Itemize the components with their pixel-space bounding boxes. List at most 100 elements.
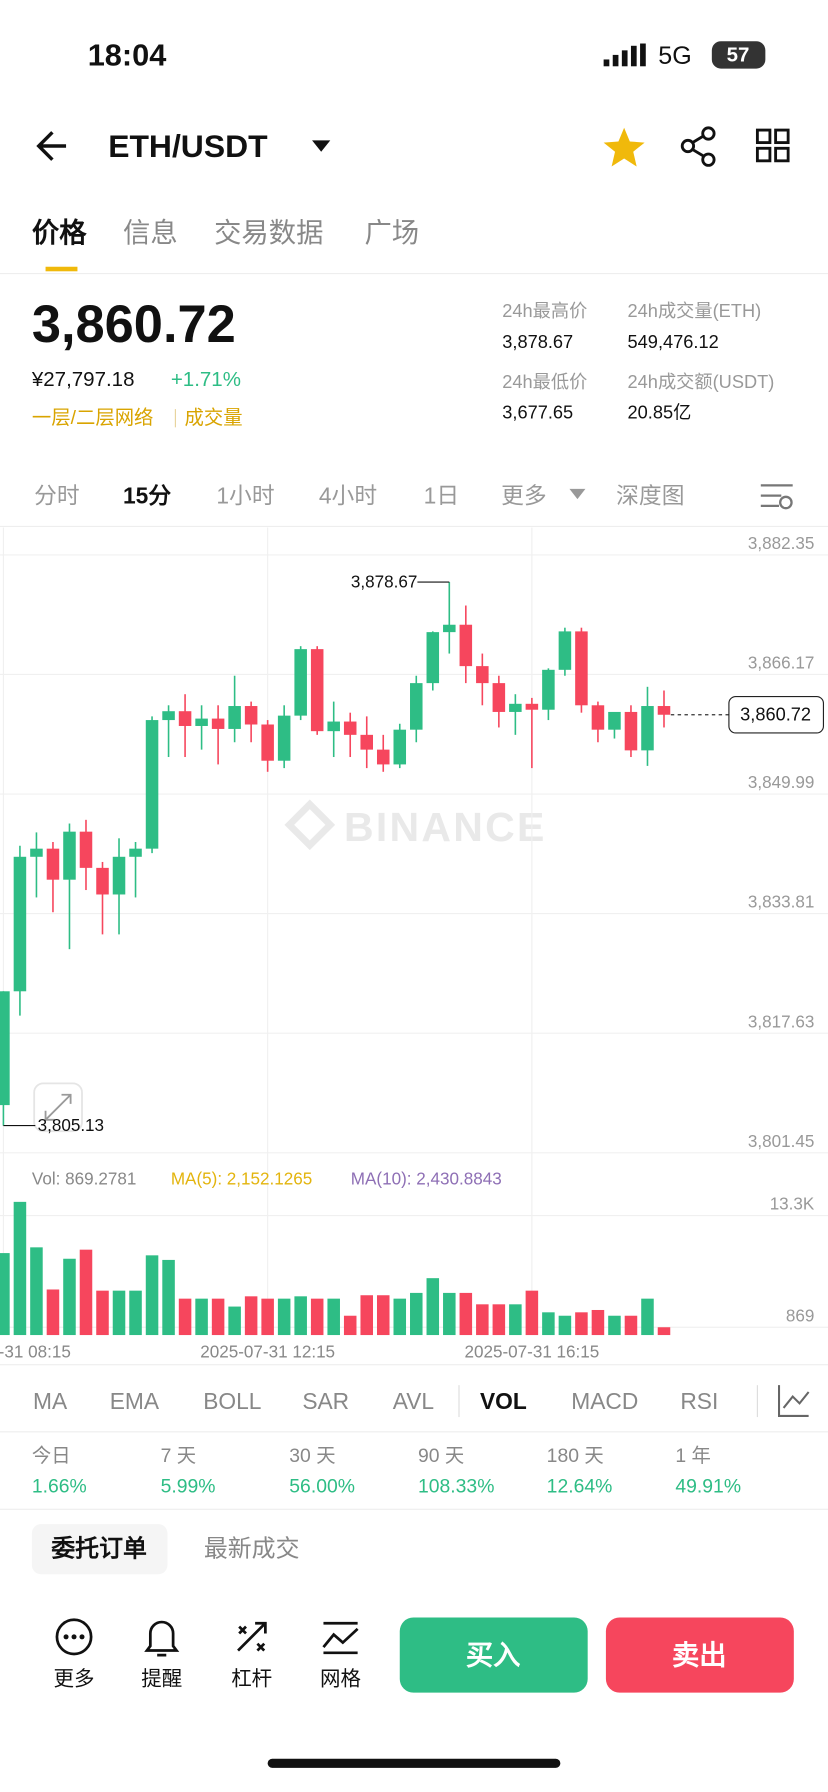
interval[interactable]: 1小时	[216, 483, 274, 509]
tag[interactable]: 成交量	[185, 407, 243, 429]
tag[interactable]: 一层/二层网络	[32, 407, 154, 429]
y-tick-label: 3,866.17	[748, 654, 814, 673]
sell-button[interactable]	[605, 1617, 794, 1693]
tab[interactable]: 广场	[364, 217, 419, 248]
volume-bar	[244, 1296, 258, 1336]
indicator[interactable]: MACD	[571, 1388, 638, 1414]
stat-label: 24h最低价	[502, 372, 587, 392]
y-tick-label: 3,833.81	[748, 893, 814, 912]
candle-body	[145, 720, 159, 849]
vol-label: Vol: 869.2781	[32, 1170, 136, 1189]
y-tick-label: 3,882.35	[748, 534, 814, 553]
candle-body	[624, 711, 638, 751]
order-tab[interactable]: 委托订单	[51, 1536, 147, 1563]
volume-bar	[310, 1298, 324, 1336]
vol-label: MA(5): 2,152.1265	[171, 1170, 312, 1189]
candle-body	[162, 711, 175, 721]
chart-settings[interactable]	[760, 484, 793, 510]
volume-bar	[558, 1315, 572, 1336]
candle-body	[327, 721, 340, 732]
order-tab[interactable]: 最新成交	[204, 1536, 300, 1563]
volume-bar	[343, 1315, 357, 1336]
period-label: 今日	[32, 1445, 71, 1467]
candle-body	[426, 632, 440, 684]
tab[interactable]: 交易数据	[214, 217, 323, 248]
y-tick-label: 3,801.45	[748, 1132, 814, 1151]
last-price: 3,860.72	[32, 296, 236, 354]
stat-value: 549,476.12	[628, 332, 719, 352]
candle-body	[608, 711, 621, 730]
period-value: 49.91%	[675, 1476, 741, 1498]
interval[interactable]: 深度图	[616, 483, 684, 509]
interval[interactable]: 更多	[501, 483, 547, 509]
indicator[interactable]: VOL	[480, 1388, 527, 1414]
indicator[interactable]: RSI	[680, 1388, 718, 1414]
volume-bar	[294, 1296, 307, 1336]
volume-bar	[443, 1292, 456, 1336]
watermark-logo	[284, 799, 336, 851]
candle-body	[492, 683, 506, 712]
tab[interactable]: 信息	[123, 217, 178, 248]
candle-body	[591, 705, 605, 730]
candle-body	[228, 706, 241, 729]
candle-body	[558, 631, 572, 670]
volume-bar	[63, 1258, 76, 1336]
volume-bar	[657, 1327, 671, 1336]
order-tab-active[interactable]	[31, 1524, 168, 1575]
more-dropdown[interactable]	[569, 488, 586, 500]
pair-dropdown[interactable]	[312, 140, 331, 152]
indicator[interactable]: EMA	[110, 1388, 160, 1414]
volume-bar	[145, 1255, 159, 1336]
toolbar-label[interactable]: 杠杆	[231, 1668, 272, 1691]
menu-grid[interactable]	[755, 128, 790, 163]
last-price-label: 3,860.72	[740, 705, 811, 725]
buy-button[interactable]	[399, 1617, 588, 1693]
volume-bar	[195, 1298, 208, 1336]
favorite-star[interactable]	[603, 127, 645, 167]
y-tick-label: 3,817.63	[748, 1012, 814, 1031]
indicator[interactable]: MA	[33, 1388, 68, 1414]
interval[interactable]: 1日	[424, 483, 459, 509]
volume-bar	[46, 1289, 60, 1336]
price-change: +1.71%	[171, 368, 241, 391]
stat-label: 24h成交额(USDT)	[628, 372, 775, 392]
stat-value: 3,878.67	[502, 332, 573, 352]
period-label: 7 天	[161, 1445, 197, 1467]
pair-title[interactable]: ETH/USDT	[108, 128, 268, 164]
candle-body	[376, 749, 390, 765]
period-value: 12.64%	[547, 1476, 613, 1498]
period-label: 1 年	[675, 1445, 711, 1467]
toolbar-label[interactable]: 更多	[54, 1668, 95, 1691]
indicator-settings[interactable]	[778, 1385, 810, 1417]
volume-bar	[393, 1298, 407, 1336]
toolbar-label[interactable]: 提醒	[141, 1668, 182, 1691]
home-indicator	[267, 1758, 561, 1768]
candle-body	[79, 831, 93, 868]
volume-bar	[575, 1312, 588, 1336]
volume-bar	[112, 1290, 126, 1336]
signal	[603, 43, 646, 67]
period-value: 5.99%	[161, 1476, 216, 1498]
back-button[interactable]	[36, 131, 67, 161]
interval[interactable]: 15分	[123, 483, 171, 509]
indicator[interactable]: BOLL	[203, 1388, 261, 1414]
candle-body	[0, 991, 10, 1106]
x-tick-label: 2025-07-31 08:15	[0, 1343, 71, 1362]
volume-bar	[426, 1278, 440, 1336]
stat-label: 24h成交量(ETH)	[628, 301, 762, 321]
interval[interactable]: 4小时	[319, 483, 377, 509]
indicator[interactable]: SAR	[302, 1388, 349, 1414]
fullscreen-button[interactable]	[33, 1082, 83, 1133]
toolbar-label[interactable]: 网格	[320, 1668, 361, 1691]
indicator[interactable]: AVL	[393, 1388, 434, 1414]
candle-body	[178, 711, 192, 726]
tab[interactable]: 价格	[32, 217, 87, 248]
share-button[interactable]	[680, 126, 716, 167]
candle-body	[459, 624, 473, 667]
buy-label[interactable]: 买入	[466, 1640, 521, 1671]
interval[interactable]: 分时	[34, 483, 80, 509]
sell-label[interactable]: 卖出	[672, 1640, 727, 1671]
volume-bar	[608, 1315, 621, 1336]
